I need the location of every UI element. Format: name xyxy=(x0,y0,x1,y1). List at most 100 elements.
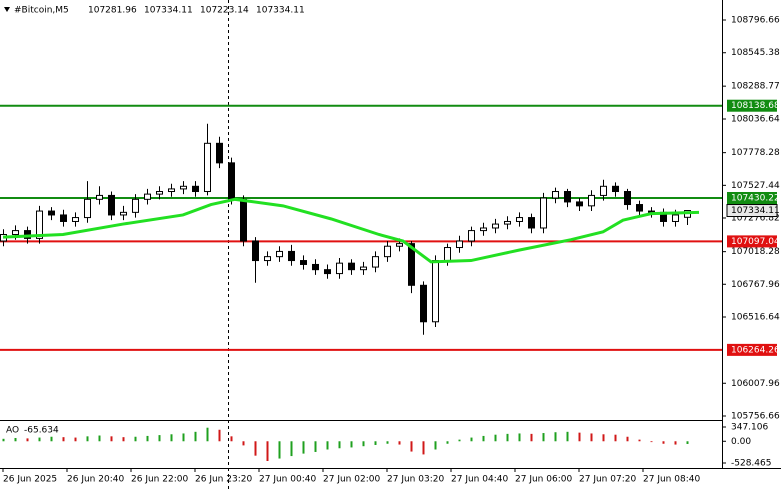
ao-current: -65.634 xyxy=(24,426,59,436)
candle-body xyxy=(408,243,415,286)
candle-body xyxy=(288,250,295,262)
candle-body xyxy=(312,263,319,271)
candle-body xyxy=(456,240,463,249)
candle-body xyxy=(192,185,199,193)
x-tick-label: 26 Jun 23:20 xyxy=(195,475,252,485)
candle-body xyxy=(504,220,511,225)
x-tick-label: 27 Jun 03:20 xyxy=(387,475,444,485)
candle-body xyxy=(120,211,127,216)
candle-body xyxy=(96,194,103,200)
y-tick-label: 105756.66 xyxy=(731,411,780,421)
candle-body xyxy=(360,266,367,271)
candle-body xyxy=(36,210,43,239)
candle-body xyxy=(240,198,247,242)
x-tick-label: 27 Jun 04:40 xyxy=(451,475,508,485)
y-tick-label: 107527.44 xyxy=(731,181,780,191)
candle-body xyxy=(552,191,559,199)
candle-body xyxy=(576,201,583,207)
candle-body xyxy=(108,194,115,216)
candle-body xyxy=(480,227,487,232)
candle-body xyxy=(300,260,307,265)
level-label-box xyxy=(727,343,777,356)
level-label: 107097.04 xyxy=(731,237,780,247)
y-tick-label: 106007.96 xyxy=(731,379,780,389)
ao-tick-label: 0.00 xyxy=(731,437,751,447)
candle-body xyxy=(564,191,571,203)
y-tick-label: 106767.96 xyxy=(731,280,780,290)
x-tick-label: 27 Jun 06:00 xyxy=(515,475,572,485)
candle-body xyxy=(204,142,211,193)
y-tick-label: 106516.64 xyxy=(731,313,780,323)
level-label-box xyxy=(727,235,777,248)
candle-body xyxy=(672,214,679,222)
chart-title: #Bitcoin,M5 xyxy=(14,6,69,16)
x-tick-label: 27 Jun 00:40 xyxy=(259,475,316,485)
x-tick-label: 26 Jun 22:00 xyxy=(131,475,188,485)
candle-body xyxy=(264,256,271,262)
ohlc-value: 107281.96 xyxy=(88,6,137,16)
candle-body xyxy=(588,194,595,207)
ohlc-value: 107334.11 xyxy=(256,6,305,16)
current-price-label: 107334.11 xyxy=(731,206,780,216)
y-tick-label: 107018.28 xyxy=(731,247,780,257)
candle-body xyxy=(516,217,523,222)
level-label-box xyxy=(727,99,777,112)
candle-body xyxy=(624,191,631,206)
candle-body xyxy=(180,185,187,190)
candle-body xyxy=(600,185,607,196)
candle-body xyxy=(60,214,67,222)
candle-body xyxy=(336,262,343,275)
y-tick-label: 108288.77 xyxy=(731,82,780,92)
candle-body xyxy=(84,198,91,219)
candle-body xyxy=(72,217,79,222)
candle-body xyxy=(384,245,391,258)
candle-body xyxy=(528,217,535,229)
level-label: 107430.22 xyxy=(731,193,780,203)
candle-body xyxy=(492,223,499,229)
current-price-box xyxy=(726,204,778,218)
candle-body xyxy=(48,210,55,216)
candle-body xyxy=(156,191,163,195)
candle-body xyxy=(432,260,439,323)
x-tick-label: 26 Jun 2025 xyxy=(3,475,57,485)
ao-name: AO xyxy=(6,426,19,436)
candle-body xyxy=(216,142,223,164)
y-tick-label: 108796.66 xyxy=(731,16,780,26)
level-label: 106264.26 xyxy=(731,345,780,355)
level-label-box xyxy=(727,191,777,204)
candle-body xyxy=(540,197,547,229)
candle-body xyxy=(132,198,139,213)
y-tick-label: 108036.64 xyxy=(731,115,780,125)
x-tick-label: 27 Jun 08:40 xyxy=(643,475,700,485)
ohlc-value: 107223.14 xyxy=(200,6,249,16)
candle-body xyxy=(12,230,19,235)
moving-average xyxy=(2,197,700,264)
candle-body xyxy=(396,243,403,247)
candle-body xyxy=(228,162,235,200)
candle-body xyxy=(348,262,355,271)
x-tick-label: 26 Jun 20:40 xyxy=(67,475,124,485)
candle-body xyxy=(420,284,427,323)
candle-body xyxy=(168,188,175,193)
level-label: 108138.68 xyxy=(731,101,780,111)
candle-body xyxy=(144,193,151,200)
x-tick-label: 27 Jun 07:20 xyxy=(579,475,636,485)
candle-body xyxy=(276,250,283,258)
candle-body xyxy=(636,204,643,212)
candle-body xyxy=(372,256,379,268)
ao-tick-label: 347.106 xyxy=(731,422,768,432)
candle-body xyxy=(252,240,259,262)
ohlc-value: 107334.11 xyxy=(144,6,193,16)
y-tick-label: 107778.28 xyxy=(731,148,780,158)
candle-body xyxy=(468,230,475,242)
y-tick-label: 108545.38 xyxy=(731,48,780,58)
candle-body xyxy=(444,247,451,262)
candle-body xyxy=(324,269,331,275)
candle-body xyxy=(612,185,619,193)
x-tick-label: 27 Jun 02:00 xyxy=(323,475,380,485)
symbol-marker xyxy=(4,7,10,12)
y-tick-label: 107276.82 xyxy=(731,213,780,223)
ao-tick-label: -528.465 xyxy=(731,459,771,469)
